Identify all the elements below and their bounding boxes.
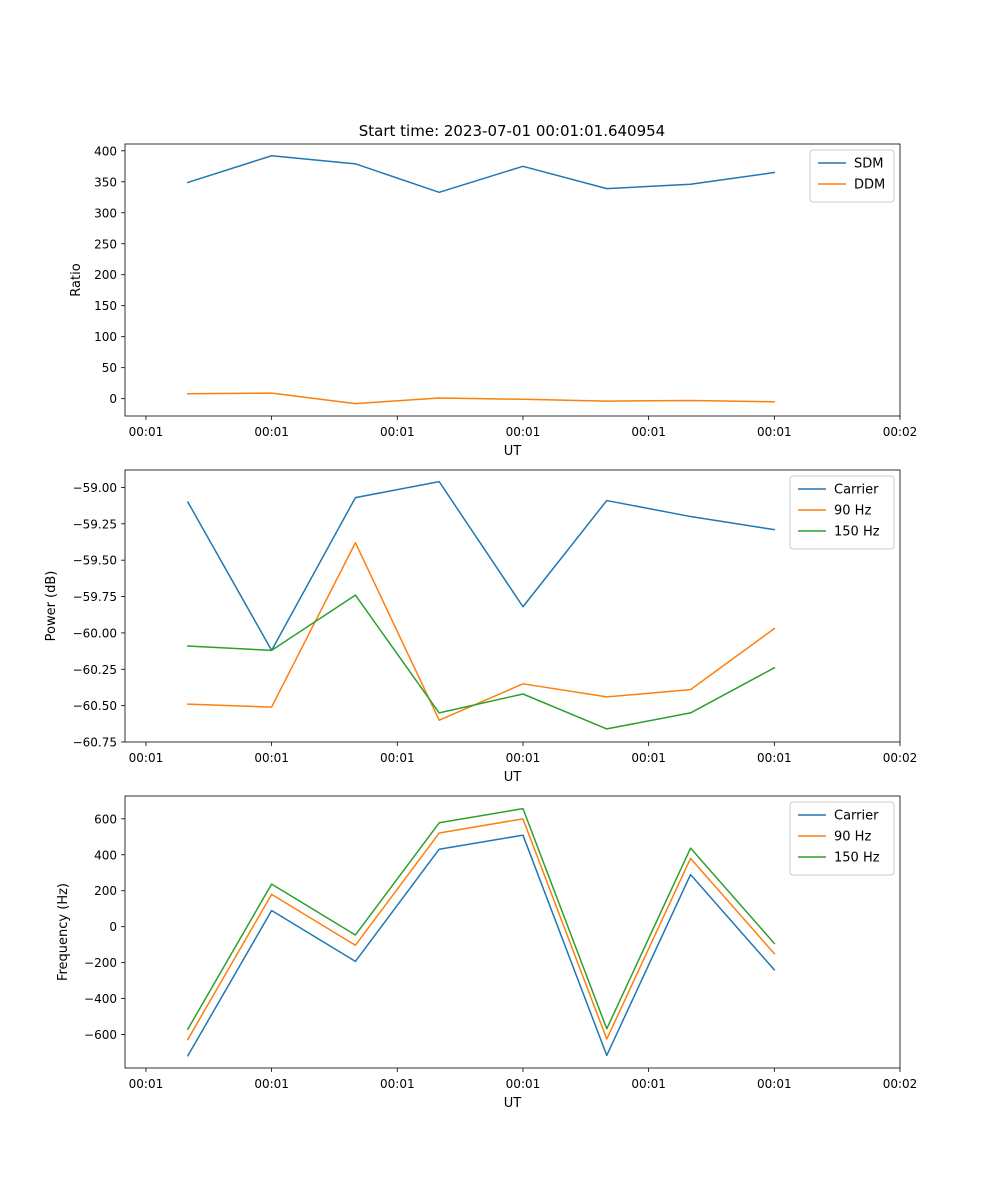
series-line-ddm [187, 392, 776, 405]
y-tick-label: −400 [84, 992, 117, 1006]
y-tick-label: 600 [94, 812, 117, 826]
y-tick-label: 100 [94, 330, 117, 344]
axes-frame [124, 143, 901, 417]
series-line-sdm [186, 155, 776, 194]
series-line-90-hz [186, 818, 776, 1041]
series-line-carrier [186, 480, 776, 652]
x-tick-label: 00:01 [506, 1077, 541, 1091]
x-axis-label: UT [504, 1096, 522, 1111]
x-tick-label: 00:01 [631, 751, 666, 765]
x-tick-label: 00:01 [506, 425, 541, 439]
y-tick-label: −59.75 [73, 590, 117, 604]
legend-label-sdm: SDM [854, 157, 883, 172]
legend-label-90-hz: 90 Hz [834, 504, 871, 519]
x-tick-label: 00:01 [380, 425, 415, 439]
x-tick-label: 00:01 [129, 425, 164, 439]
y-tick-label: 0 [109, 920, 117, 934]
y-tick-label: −200 [84, 956, 117, 970]
series-line-90-hz [187, 541, 776, 721]
legend-label-150-hz: 150 Hz [834, 851, 880, 866]
y-tick-label: −59.00 [73, 481, 117, 495]
y-tick-label: 300 [94, 206, 117, 220]
legend-label-150-hz: 150 Hz [834, 525, 880, 540]
x-tick-label: 00:01 [631, 425, 666, 439]
y-tick-label: −59.25 [73, 517, 117, 531]
series-line-150-hz [186, 807, 776, 1031]
x-tick-label: 00:01 [254, 425, 289, 439]
y-tick-label: −60.75 [73, 736, 117, 750]
legend-label-90-hz: 90 Hz [834, 830, 871, 845]
x-tick-label: 00:01 [631, 1077, 666, 1091]
x-tick-label: 00:01 [129, 1077, 164, 1091]
y-tick-label: −59.50 [73, 554, 117, 568]
chart-panel-1: 00:01 00:01 00:01 00:01 00:01 00:01 00:02 0 50 10… [69, 143, 918, 459]
x-tick-label: 00:01 [757, 425, 792, 439]
y-axis-label: Frequency (Hz) [56, 883, 71, 981]
y-tick-label: 250 [94, 237, 117, 251]
legend: Carrier 90 Hz 150 Hz [789, 475, 895, 550]
legend-label-ddm: DDM [854, 178, 885, 193]
y-axis-label: Power (dB) [44, 571, 59, 642]
y-tick-label: −60.50 [73, 699, 117, 713]
x-tick-label: 00:01 [506, 751, 541, 765]
y-tick-label: 400 [94, 848, 117, 862]
figure-title: Start time: 2023-07-01 00:01:01.640954 [359, 122, 665, 140]
series-line-carrier [186, 834, 776, 1057]
x-tick-label: 00:01 [380, 1077, 415, 1091]
x-tick-label: 00:01 [254, 1077, 289, 1091]
axes-frame [124, 795, 901, 1069]
x-tick-label: 00:01 [757, 1077, 792, 1091]
x-axis-label: UT [504, 770, 522, 785]
axes-frame [124, 469, 901, 743]
legend-label-carrier: Carrier [834, 809, 879, 824]
y-tick-label: 400 [94, 144, 117, 158]
y-tick-label: 350 [94, 175, 117, 189]
y-tick-label: 150 [94, 299, 117, 313]
x-tick-label: 00:02 [883, 425, 918, 439]
legend: SDM DDM [809, 149, 895, 203]
y-tick-label: 0 [109, 392, 117, 406]
x-tick-label: 00:02 [883, 751, 918, 765]
chart-panel-2: 00:01 00:01 00:01 00:01 00:01 00:01 00:02 −60.7… [44, 469, 918, 785]
y-tick-label: 200 [94, 268, 117, 282]
charts-container: 00:01 00:01 00:01 00:01 00:01 00:01 00:02 0 50 10… [44, 143, 918, 1111]
y-axis-label: Ratio [69, 263, 84, 296]
y-tick-label: −60.00 [73, 626, 117, 640]
x-tick-label: 00:01 [757, 751, 792, 765]
x-axis-label: UT [504, 444, 522, 459]
x-tick-label: 00:01 [380, 751, 415, 765]
legend: Carrier 90 Hz 150 Hz [789, 801, 895, 876]
chart-panel-3: 00:01 00:01 00:01 00:01 00:01 00:01 00:02 −600 −… [56, 795, 918, 1111]
y-tick-label: 200 [94, 884, 117, 898]
y-tick-label: −60.25 [73, 663, 117, 677]
y-tick-label: −600 [84, 1028, 117, 1042]
y-tick-label: 50 [102, 361, 117, 375]
x-tick-label: 00:01 [129, 751, 164, 765]
series-line-150-hz [187, 594, 776, 730]
x-tick-label: 00:02 [883, 1077, 918, 1091]
legend-label-carrier: Carrier [834, 483, 879, 498]
x-tick-label: 00:01 [254, 751, 289, 765]
